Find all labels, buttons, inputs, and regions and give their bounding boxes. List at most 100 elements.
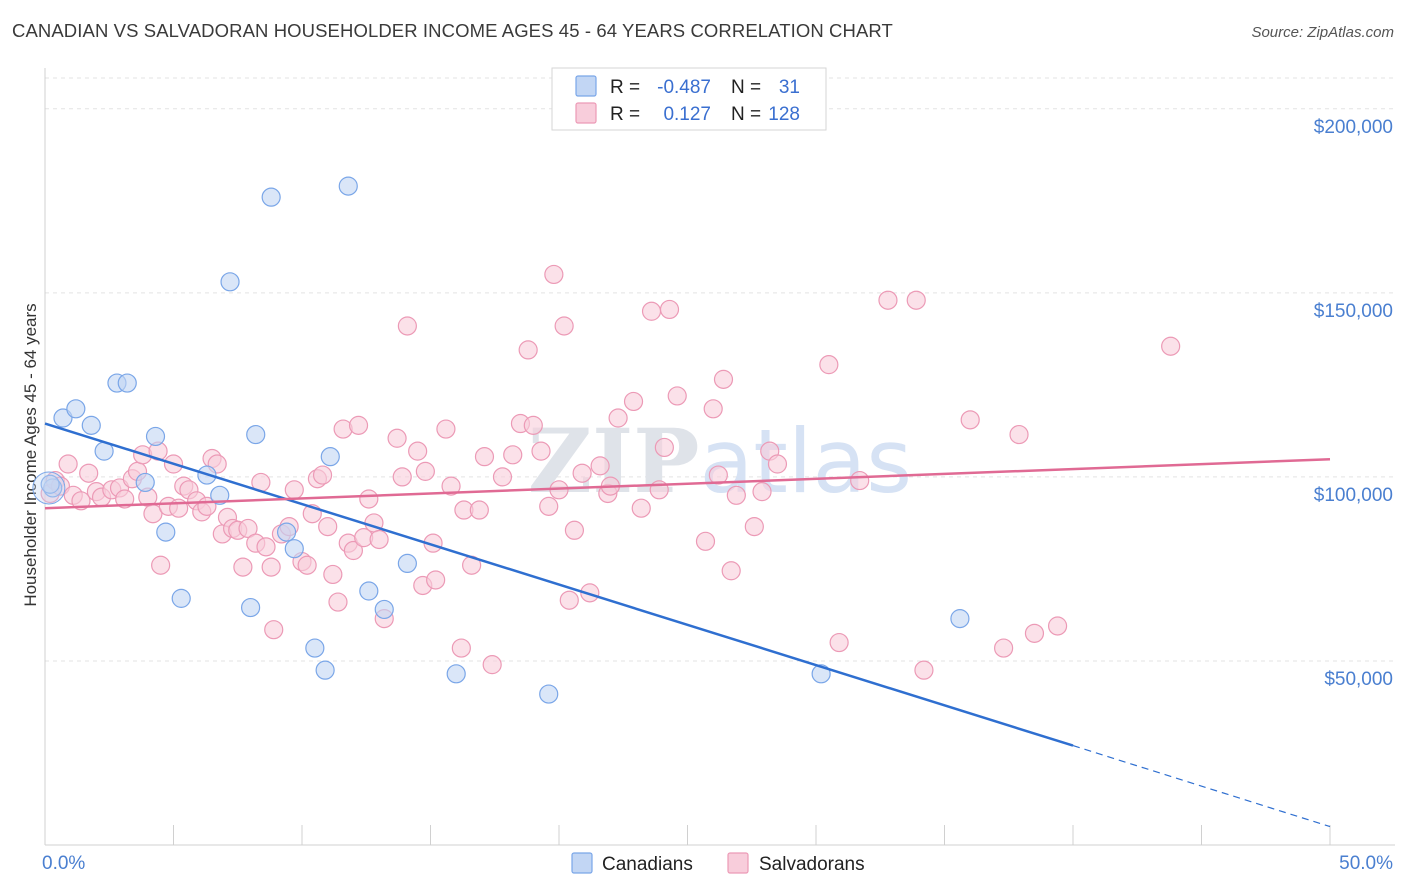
legend-series-name: Salvadorans: [759, 854, 865, 875]
salvadoran-point: [659, 299, 680, 320]
legend-n-label: N =: [731, 77, 761, 98]
y-axis-label: Householder Income Ages 45 - 64 years: [21, 303, 40, 606]
salvadoran-point: [623, 391, 644, 412]
canadian-point: [145, 426, 166, 447]
chart-title: CANADIAN VS SALVADORAN HOUSEHOLDER INCOM…: [12, 20, 893, 41]
salvadoran-point: [369, 529, 389, 550]
salvadoran-point: [451, 638, 471, 658]
canadian-point: [338, 176, 358, 196]
canadian-point: [171, 588, 191, 608]
salvadoran-point: [392, 467, 412, 487]
canadian-point: [81, 415, 101, 435]
salvadoran-point: [441, 476, 461, 496]
salvadoran-point: [503, 445, 523, 465]
salvadoran-point: [284, 480, 304, 500]
x-tick-labels: 0.0% 50.0%: [42, 853, 1393, 874]
canadian-point: [397, 553, 417, 574]
canadian-point: [950, 609, 970, 629]
salvadoran-point: [469, 500, 489, 520]
canadian-point: [220, 272, 240, 292]
canadian-point: [241, 597, 261, 618]
salvadoran-point: [397, 316, 417, 336]
legend-r-label: R =: [610, 77, 640, 98]
canadian-point: [210, 485, 230, 505]
salvadoran-point: [554, 316, 574, 336]
salvadoran-point: [482, 655, 502, 675]
salvadoran-point: [531, 441, 551, 461]
legend-n-value: 31: [779, 77, 800, 98]
salvadoran-point: [1009, 424, 1029, 445]
y-tick-label: $150,000: [1314, 301, 1393, 322]
salvadoran-point: [667, 386, 687, 406]
legend-r-value: -0.487: [657, 77, 711, 98]
salvadoran-point: [343, 540, 363, 561]
legend-swatch: [575, 75, 597, 97]
salvadoran-point: [387, 428, 407, 448]
salvadoran-point: [631, 498, 651, 518]
salvadoran-point: [703, 399, 723, 419]
salvadoran-point: [590, 456, 610, 476]
y-tick-label: $50,000: [1324, 669, 1393, 690]
canadian-point: [246, 424, 266, 445]
canadian-trend-line: [44, 422, 1074, 747]
canadian-point: [117, 373, 137, 393]
canadian-point: [261, 187, 281, 207]
salvadoran-point: [264, 620, 284, 640]
canadian-point: [446, 664, 466, 684]
salvadoran-point: [767, 454, 788, 474]
data-points: [32, 176, 1181, 704]
salvadoran-point: [559, 590, 579, 610]
salvadoran-point: [906, 290, 926, 310]
canadian-point: [66, 399, 86, 419]
x-tick-label-max: 50.0%: [1339, 853, 1393, 874]
salvadoran-point: [436, 419, 456, 439]
salvadoran-point: [850, 470, 870, 491]
canadian-point: [305, 638, 325, 658]
legend-r-label: R =: [610, 104, 640, 125]
legend-swatch: [571, 852, 593, 874]
salvadoran-point: [713, 369, 734, 389]
salvadoran-point: [1047, 616, 1068, 636]
salvadoran-point: [994, 638, 1014, 658]
trend-lines: [44, 422, 1331, 828]
salvadoran-point: [572, 463, 592, 483]
salvadoran-point: [79, 463, 99, 483]
salvadoran-point: [238, 518, 258, 539]
salvadoran-point: [151, 555, 171, 575]
salvadoran-point: [297, 555, 317, 575]
salvadoran-point: [261, 557, 281, 577]
salvadoran-point: [518, 340, 538, 360]
salvadoran-trend-line: [44, 457, 1331, 510]
salvadoran-point: [564, 520, 585, 540]
canadian-point: [276, 522, 297, 542]
y-tick-label: $200,000: [1314, 117, 1393, 138]
x-tick-label-min: 0.0%: [42, 853, 85, 874]
salvadoran-point: [71, 491, 91, 511]
salvadoran-point: [115, 489, 135, 509]
salvadoran-point: [408, 441, 428, 461]
legend-swatch: [575, 102, 597, 124]
salvadoran-point: [1161, 336, 1181, 356]
legend-swatch: [727, 852, 749, 874]
canadian-point: [315, 660, 335, 680]
salvadoran-point: [726, 485, 746, 505]
salvadoran-point: [721, 561, 741, 581]
canadian-point: [32, 471, 66, 505]
salvadoran-point: [328, 592, 348, 612]
salvadoran-point: [829, 632, 849, 653]
salvadoran-point: [318, 516, 338, 537]
source-label: Source: ZipAtlas.com: [1251, 24, 1394, 41]
axes: [44, 68, 1395, 846]
salvadoran-point: [492, 467, 513, 487]
salvadoran-point: [323, 564, 343, 585]
salvadoran-point: [256, 537, 276, 557]
legend-r-value: 0.127: [663, 104, 711, 125]
canadian-point: [320, 447, 340, 467]
salvadoran-point: [233, 557, 253, 577]
salvadoran-point: [544, 264, 564, 285]
salvadoran-point: [914, 660, 934, 680]
salvadoran-point: [474, 447, 495, 467]
salvadoran-point: [744, 516, 764, 537]
salvadoran-point: [1024, 623, 1045, 643]
